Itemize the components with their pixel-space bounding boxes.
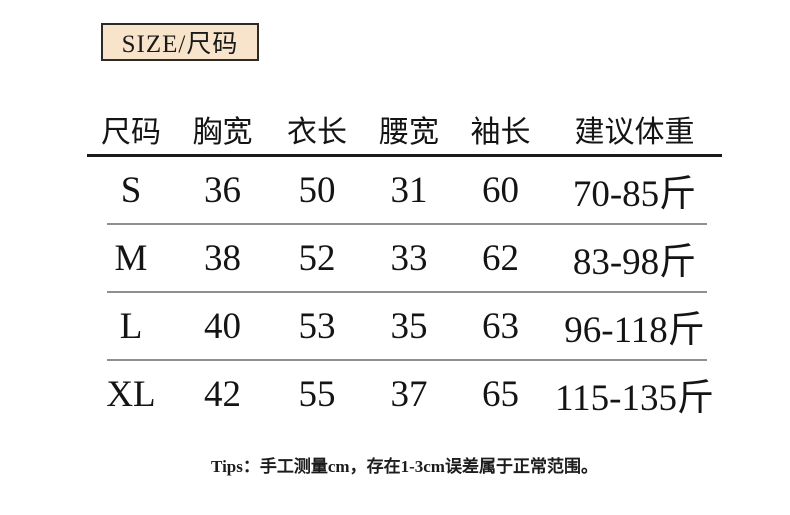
cell-length: 53 bbox=[298, 305, 336, 347]
cell-length: 50 bbox=[298, 169, 336, 211]
header-waist-width: 腰宽 bbox=[379, 115, 439, 149]
cell-sleeve: 62 bbox=[482, 237, 519, 279]
measurement-tips: Tips：手工测量cm，存在1-3cm误差属于正常范围。 bbox=[211, 457, 598, 476]
cell-chest: 38 bbox=[204, 237, 241, 279]
table-row-s: S 36 50 31 60 70-85斤 bbox=[87, 157, 722, 223]
cell-size: L bbox=[119, 305, 143, 347]
cell-waist: 37 bbox=[390, 373, 428, 415]
cell-size: XL bbox=[106, 373, 156, 415]
header-rule bbox=[87, 154, 722, 157]
cell-waist: 31 bbox=[390, 169, 428, 211]
cell-size: S bbox=[120, 169, 142, 211]
cell-weight: 115-135斤 bbox=[555, 378, 714, 419]
header-garment-length: 衣长 bbox=[287, 115, 347, 149]
size-chart-badge: SIZE/尺码 bbox=[101, 23, 259, 61]
cell-length: 55 bbox=[298, 373, 336, 415]
cell-waist: 33 bbox=[390, 237, 428, 279]
header-chest-width: 胸宽 bbox=[192, 115, 253, 149]
row-divider bbox=[107, 223, 707, 225]
cell-size: M bbox=[114, 237, 148, 279]
header-sleeve-length: 袖长 bbox=[470, 115, 531, 149]
cell-sleeve: 63 bbox=[482, 305, 519, 347]
cell-weight: 83-98斤 bbox=[572, 242, 697, 283]
cell-sleeve: 65 bbox=[482, 373, 519, 415]
cell-chest: 40 bbox=[204, 305, 241, 347]
cell-sleeve: 60 bbox=[482, 169, 519, 211]
size-chart-badge-label: SIZE/尺码 bbox=[121, 31, 239, 58]
row-divider bbox=[107, 359, 707, 361]
row-divider bbox=[107, 291, 707, 293]
cell-chest: 42 bbox=[204, 373, 241, 415]
cell-chest: 36 bbox=[204, 169, 241, 211]
header-size: 尺码 bbox=[101, 115, 161, 149]
table-row-l: L 40 53 35 63 96-118斤 bbox=[87, 293, 722, 359]
table-row-m: M 38 52 33 62 83-98斤 bbox=[87, 225, 722, 291]
table-row-xl: XL 42 55 37 65 115-135斤 bbox=[87, 361, 722, 427]
header-suggested-weight: 建议体重 bbox=[574, 115, 695, 149]
cell-waist: 35 bbox=[390, 305, 428, 347]
cell-weight: 96-118斤 bbox=[564, 310, 705, 351]
size-table-header-row: 尺码 胸宽 衣长 腰宽 袖长 建议体重 bbox=[87, 103, 722, 154]
cell-weight: 70-85斤 bbox=[572, 174, 697, 215]
cell-length: 52 bbox=[298, 237, 336, 279]
size-table: 尺码 胸宽 衣长 腰宽 袖长 建议体重 S 36 50 31 60 70-85斤… bbox=[87, 103, 722, 427]
